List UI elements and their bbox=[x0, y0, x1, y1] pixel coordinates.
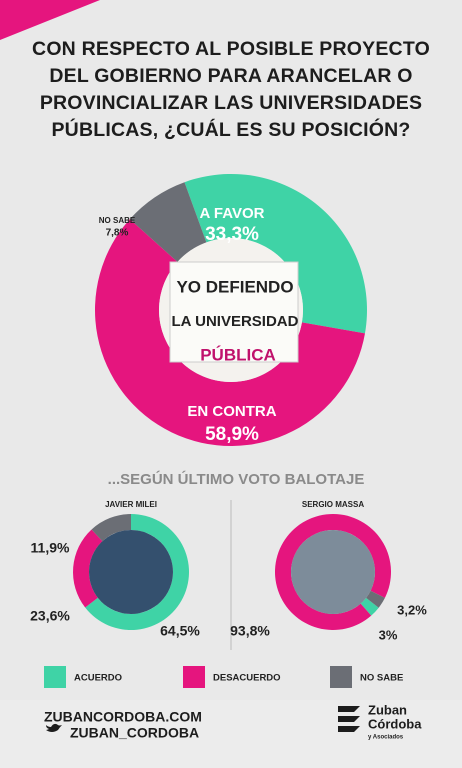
value-label: 3% bbox=[379, 627, 398, 642]
twitter-icon bbox=[46, 723, 62, 732]
pie-slice bbox=[184, 173, 368, 334]
chart-title: CON RESPECTO AL POSIBLE PROYECTO DEL GOB… bbox=[32, 38, 430, 141]
slice-label: A FAVOR bbox=[199, 205, 264, 222]
pie-slice bbox=[95, 219, 365, 447]
pie-slice bbox=[360, 597, 379, 616]
slice-label: NO SABE bbox=[99, 216, 136, 225]
pie-slice bbox=[366, 590, 385, 608]
value-label: 7,8% bbox=[106, 228, 129, 239]
legend-label: DESACUERDO bbox=[213, 673, 281, 684]
chart-title: JAVIER MILEI bbox=[105, 500, 157, 509]
legend-swatch bbox=[183, 666, 205, 688]
value-label: 23,6% bbox=[30, 608, 70, 624]
sign-text: YO DEFIENDO bbox=[176, 277, 293, 296]
pie-slice bbox=[85, 514, 190, 630]
value-label: 33,3% bbox=[205, 224, 259, 245]
pie-slice bbox=[73, 529, 103, 608]
chart-title: SERGIO MASSA bbox=[302, 500, 364, 509]
legend-label: ACUERDO bbox=[74, 673, 122, 684]
value-label: 11,9% bbox=[31, 540, 70, 556]
value-label: 3,2% bbox=[397, 602, 427, 617]
sign-text: PÚBLICA bbox=[200, 345, 276, 364]
logo-mark bbox=[338, 706, 360, 732]
sign-text: LA UNIVERSIDAD bbox=[172, 313, 299, 330]
website: ZUBANCORDOBA.COM bbox=[44, 709, 202, 725]
sign bbox=[169, 261, 299, 363]
legend-swatch bbox=[44, 666, 66, 688]
logo-text: Zuban bbox=[368, 702, 407, 717]
value-label: 64,5% bbox=[160, 623, 200, 639]
twitter-handle: ZUBAN_CORDOBA bbox=[70, 725, 199, 741]
logo-text: Córdoba bbox=[368, 716, 422, 731]
photo bbox=[89, 530, 173, 614]
value-label: 93,8% bbox=[230, 623, 270, 639]
corner-decoration bbox=[0, 0, 100, 40]
slice-label: EN CONTRA bbox=[187, 403, 276, 420]
photo bbox=[291, 530, 375, 614]
logo-text: y Asociados bbox=[368, 735, 404, 741]
legend-label: NO SABE bbox=[360, 673, 403, 684]
footer-bg bbox=[0, 700, 462, 768]
pie-slice bbox=[91, 514, 131, 542]
section-title: ...SEGÚN ÚLTIMO VOTO BALOTAJE bbox=[108, 470, 365, 488]
legend-swatch bbox=[330, 666, 352, 688]
value-label: 58,9% bbox=[205, 424, 259, 445]
pie-slice bbox=[129, 182, 207, 262]
